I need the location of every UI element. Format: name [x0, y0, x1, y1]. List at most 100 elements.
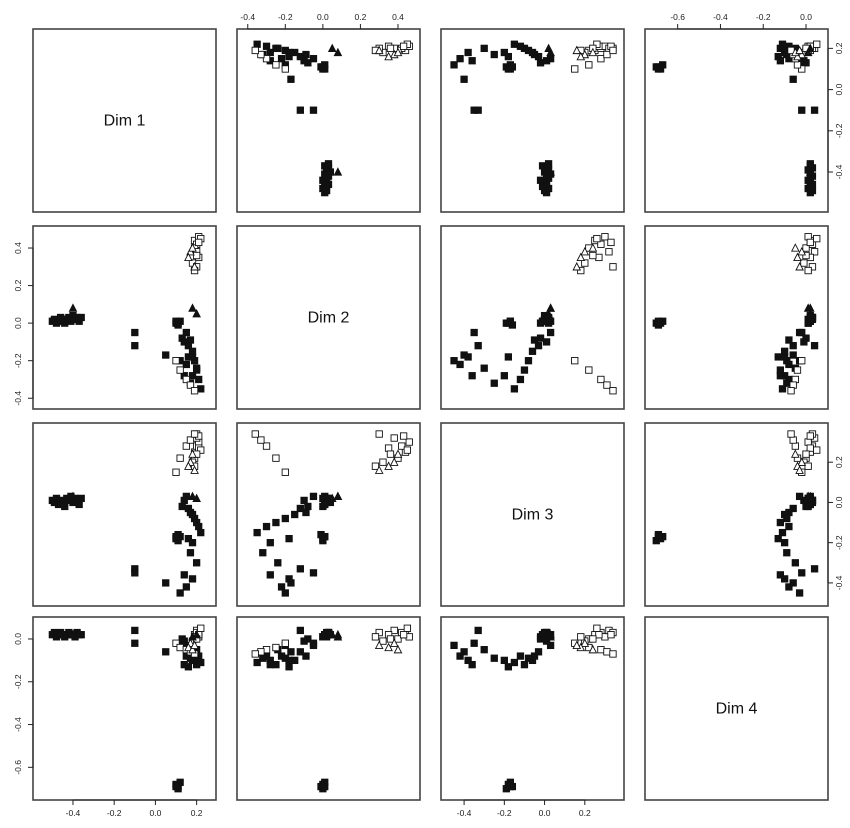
data-point-open-square [589, 635, 597, 643]
data-point-open-triangle [384, 461, 393, 470]
data-point-open-square [810, 248, 819, 256]
data-point-open-triangle [184, 461, 193, 470]
data-point-filled-square [791, 559, 799, 567]
data-point-filled-square [810, 565, 819, 573]
data-point-open-square [371, 633, 380, 641]
data-point-filled-triangle [333, 491, 343, 501]
y-tick-label: 0.0 [13, 317, 23, 329]
x-tick-label: 0.2 [355, 12, 367, 22]
data-point-filled-square [536, 176, 545, 184]
data-point-filled-square [778, 385, 787, 393]
data-point-open-triangle [384, 51, 393, 61]
data-point-open-triangle [576, 51, 586, 61]
data-point-open-square [172, 357, 180, 365]
data-point-open-square [262, 55, 271, 63]
x-tick-label: 0.2 [191, 808, 203, 818]
data-point-open-triangle [389, 638, 399, 647]
data-point-filled-triangle [544, 629, 553, 639]
data-point-filled-square [490, 50, 498, 59]
data-point-filled-square [302, 508, 310, 517]
data-point-filled-square [300, 637, 308, 645]
data-point-filled-triangle [68, 629, 78, 639]
data-point-open-square [257, 436, 265, 444]
data-point-filled-square [480, 364, 488, 372]
data-point-filled-square [538, 317, 547, 325]
data-point-open-triangle [188, 243, 197, 252]
x-tick-label: 0.0 [150, 808, 162, 818]
data-point-filled-square [490, 654, 498, 662]
data-point-open-square [603, 381, 611, 389]
data-point-open-square [375, 430, 383, 438]
data-point-filled-square [259, 549, 267, 557]
panel-r3-c2 [236, 422, 421, 607]
data-point-filled-square [178, 502, 186, 511]
data-point-filled-square [180, 660, 188, 669]
data-point-filled-square [61, 502, 69, 511]
data-point-filled-square [274, 44, 282, 53]
data-point-filled-square [77, 494, 85, 503]
data-point-open-square [399, 631, 408, 639]
data-point-open-square [593, 40, 601, 48]
data-point-filled-square [798, 569, 806, 577]
y-tick-label: 0.4 [13, 242, 23, 254]
data-point-open-square [257, 50, 265, 59]
data-point-filled-square [468, 372, 476, 380]
data-point-filled-square [506, 782, 515, 791]
data-point-open-square [802, 244, 810, 252]
data-point-filled-square [182, 492, 190, 501]
data-point-filled-square [783, 379, 791, 387]
data-point-open-square [601, 233, 609, 241]
x-tick-label: -0.4 [713, 12, 728, 22]
data-point-filled-square [266, 571, 274, 579]
data-point-filled-triangle [327, 493, 337, 503]
data-point-open-triangle [190, 640, 199, 650]
data-point-filled-square [504, 52, 513, 61]
data-point-filled-square [184, 534, 193, 543]
y-tick-label: -0.6 [13, 760, 23, 775]
data-point-filled-square [538, 162, 547, 170]
data-point-filled-square [262, 522, 271, 531]
x-tick-label: -0.4 [66, 808, 81, 818]
data-point-filled-square [510, 658, 519, 667]
data-point-open-square [609, 387, 617, 395]
data-point-filled-square [510, 40, 519, 48]
y-tick-label: -0.2 [13, 353, 23, 368]
data-point-open-square [793, 366, 802, 374]
data-point-open-triangle [793, 51, 802, 61]
data-point-filled-square [470, 106, 478, 114]
data-point-filled-square [266, 539, 274, 547]
data-point-filled-square [798, 106, 806, 114]
data-point-filled-square [296, 626, 304, 635]
data-point-filled-triangle [327, 43, 337, 53]
data-point-open-triangle [190, 465, 199, 474]
data-point-filled-triangle [327, 629, 337, 639]
data-point-filled-square [800, 338, 808, 346]
x-tick-label: 0.0 [800, 12, 812, 22]
data-point-filled-square [197, 528, 205, 537]
data-point-filled-square [302, 652, 310, 660]
x-tick-label: 0.4 [392, 12, 404, 22]
data-point-filled-square [530, 336, 539, 344]
x-tick-label: 0.0 [539, 808, 551, 818]
data-point-filled-square [464, 656, 472, 665]
data-point-open-square [571, 357, 579, 365]
data-point-filled-square [516, 42, 525, 50]
x-tick-label: -0.2 [756, 12, 771, 22]
y-tick-label: -0.2 [834, 123, 844, 138]
data-point-filled-square [309, 55, 318, 63]
data-point-filled-square [253, 528, 261, 537]
data-point-open-square [386, 44, 395, 53]
data-point-open-triangle [184, 252, 193, 262]
data-point-filled-square [450, 641, 458, 650]
data-point-filled-square [783, 514, 791, 523]
diagonal-label-3: Dim 3 [512, 507, 554, 524]
data-point-open-square [281, 65, 289, 73]
data-point-filled-triangle [805, 43, 815, 53]
y-tick-label: -0.4 [834, 164, 844, 179]
data-point-open-square [603, 50, 611, 59]
data-point-filled-square [780, 575, 789, 583]
data-point-open-square [251, 650, 259, 658]
data-point-filled-square [262, 42, 271, 50]
data-point-filled-square [277, 55, 286, 63]
